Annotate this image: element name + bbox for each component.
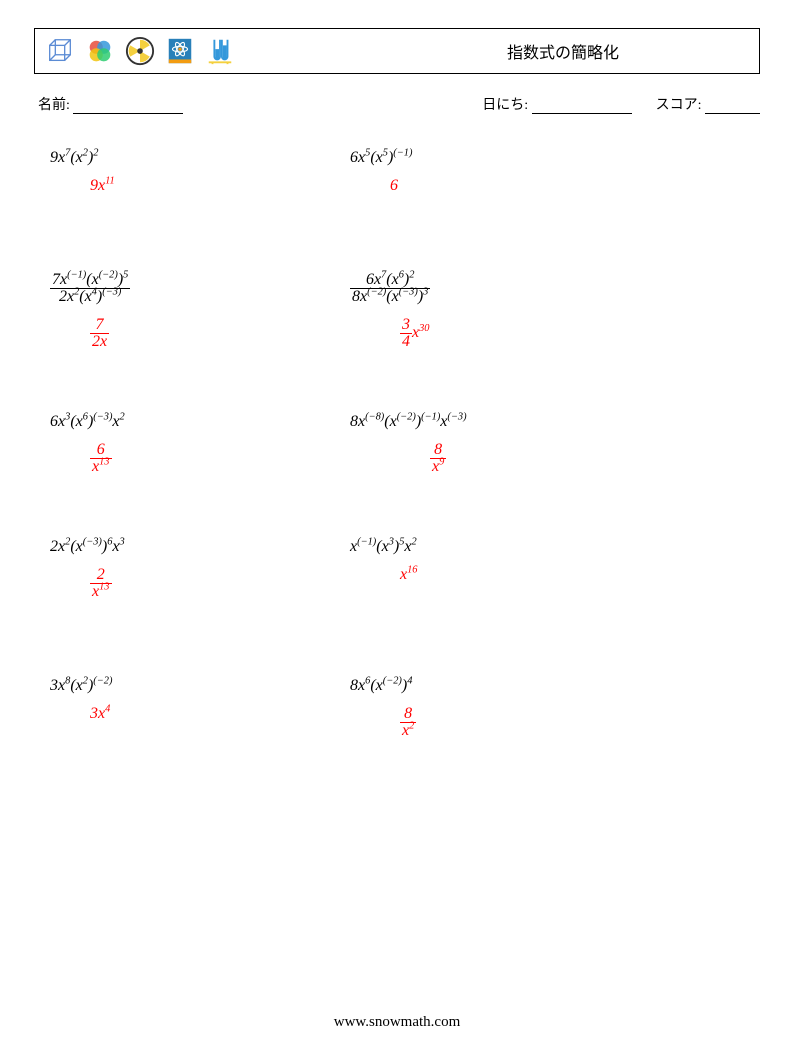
name-label: 名前: bbox=[38, 98, 70, 113]
problem-expression: 6x3(x6)(−3)x2 bbox=[50, 414, 350, 430]
problem-answer: 2x13 bbox=[90, 567, 350, 600]
name-blank bbox=[73, 99, 183, 114]
score-blank bbox=[705, 99, 760, 114]
problem-answer: 34x30 bbox=[400, 317, 650, 350]
problem-expression: 9x7(x2)2 bbox=[50, 150, 350, 166]
problems-grid: 9x7(x2)2 9x116x5(x5)(−1) 6 7x(−1)(x(−2))52x… bbox=[50, 150, 760, 739]
problem-answer: 9x11 bbox=[90, 178, 350, 194]
problem-answer: 8x9 bbox=[430, 442, 650, 475]
problem-expression: 2x2(x(−3))6x3 bbox=[50, 539, 350, 555]
date-label: 日にち: bbox=[482, 98, 528, 113]
worksheet-title: 指数式の簡略化 bbox=[507, 39, 619, 63]
problem-expression: 8x6(x(−2))4 bbox=[350, 678, 650, 694]
cube-icon bbox=[45, 36, 75, 66]
problem-answer: 3x4 bbox=[90, 706, 350, 722]
meta-row: 名前: 日にち: スコア: bbox=[34, 94, 760, 114]
problem-expression: 7x(−1)(x(−2))52x2(x4)(−3) bbox=[50, 272, 350, 305]
score-label: スコア: bbox=[656, 98, 702, 113]
test-tubes-icon bbox=[205, 36, 235, 66]
problem-answer: 8x2 bbox=[400, 706, 650, 739]
venn-icon bbox=[85, 36, 115, 66]
radiation-icon bbox=[125, 36, 155, 66]
problem-expression: 3x8(x2)(−2) bbox=[50, 678, 350, 694]
problem-answer: 72x bbox=[90, 317, 350, 350]
problem-expression: 6x5(x5)(−1) bbox=[350, 150, 650, 166]
problem-answer: 6 bbox=[390, 178, 650, 194]
date-blank bbox=[532, 99, 632, 114]
atom-book-icon bbox=[165, 36, 195, 66]
problem-answer: 6x13 bbox=[90, 442, 350, 475]
problem-answer: x16 bbox=[400, 567, 650, 583]
header-box: 指数式の簡略化 bbox=[34, 28, 760, 74]
problem-expression: 8x(−8)(x(−2))(−1)x(−3) bbox=[350, 414, 650, 430]
problem-expression: x(−1)(x3)5x2 bbox=[350, 539, 650, 555]
footer-url: www.snowmath.com bbox=[0, 1014, 794, 1031]
header-icons bbox=[45, 36, 235, 66]
problem-expression: 6x7(x6)28x(−2)(x(−3))3 bbox=[350, 272, 650, 305]
